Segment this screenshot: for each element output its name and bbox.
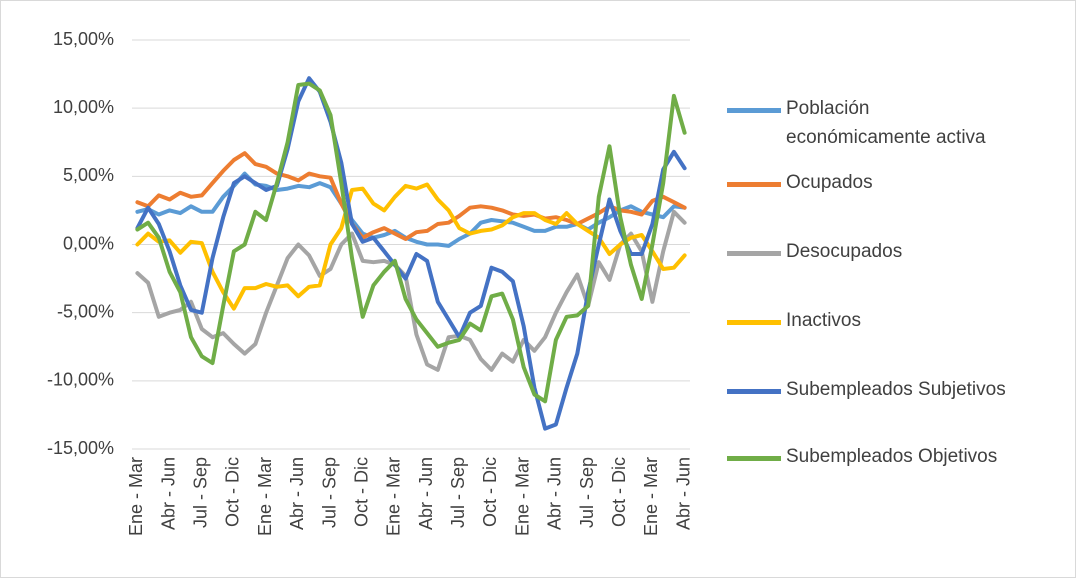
x-tick-label: Abr - Jun bbox=[416, 457, 436, 530]
x-tick-label: Jul - Sep bbox=[448, 457, 468, 528]
y-tick-label: 15,00% bbox=[53, 29, 114, 49]
series-line bbox=[135, 171, 687, 248]
x-tick-label: Ene - Mar bbox=[512, 457, 532, 536]
x-tick-label: Oct - Dic bbox=[609, 457, 629, 527]
x-tick-label: Ene - Mar bbox=[384, 457, 404, 536]
legend-label: Subempleados Objetivos bbox=[786, 446, 998, 467]
series-line bbox=[135, 151, 687, 241]
y-tick-label: 0,00% bbox=[63, 233, 114, 253]
legend-item: Población económicamente activa bbox=[727, 98, 1001, 152]
legend-swatch bbox=[727, 251, 781, 256]
legend-swatch bbox=[727, 389, 781, 394]
legend-swatch bbox=[727, 182, 781, 187]
x-tick-label: Oct - Dic bbox=[223, 457, 243, 527]
x-tick-label: Abr - Jun bbox=[673, 457, 693, 530]
legend-label: Desocupados bbox=[786, 241, 903, 262]
x-tick-label: Abr - Jun bbox=[545, 457, 565, 530]
y-tick-label: 5,00% bbox=[63, 165, 114, 185]
x-tick-label: Ene - Mar bbox=[255, 457, 275, 536]
y-tick-label: -5,00% bbox=[57, 301, 114, 321]
y-tick-label: 10,00% bbox=[53, 97, 114, 117]
x-tick-label: Ene - Mar bbox=[641, 457, 661, 536]
legend-swatch bbox=[727, 320, 781, 325]
legend-label: Subempleados Subjetivos bbox=[786, 379, 1006, 400]
legend-label: Ocupados bbox=[786, 172, 873, 193]
series-line bbox=[135, 76, 687, 431]
legend-item: Inactivos bbox=[727, 310, 1076, 335]
x-tick-label: Jul - Sep bbox=[577, 457, 597, 528]
x-tick-label: Abr - Jun bbox=[158, 457, 178, 530]
x-tick-label: Oct - Dic bbox=[351, 457, 371, 527]
series-line bbox=[135, 81, 687, 404]
x-tick-label: Oct - Dic bbox=[480, 457, 500, 527]
x-tick-label: Jul - Sep bbox=[319, 457, 339, 528]
legend-item: Desocupados bbox=[727, 241, 1076, 266]
y-tick-label: -10,00% bbox=[47, 370, 114, 390]
legend-item: Ocupados bbox=[727, 172, 1076, 197]
y-tick-label: -15,00% bbox=[47, 438, 114, 458]
x-tick-label: Jul - Sep bbox=[191, 457, 211, 528]
legend-swatch bbox=[727, 456, 781, 461]
x-tick-label: Abr - Jun bbox=[287, 457, 307, 530]
x-tick-label: Ene - Mar bbox=[126, 457, 146, 536]
legend-label: Población económicamente activa bbox=[786, 98, 986, 148]
legend-item: Subempleados Objetivos bbox=[727, 446, 1076, 471]
legend-label: Inactivos bbox=[786, 310, 861, 331]
legend-swatch bbox=[727, 108, 781, 113]
legend-item: Subempleados Subjetivos bbox=[727, 379, 1076, 404]
